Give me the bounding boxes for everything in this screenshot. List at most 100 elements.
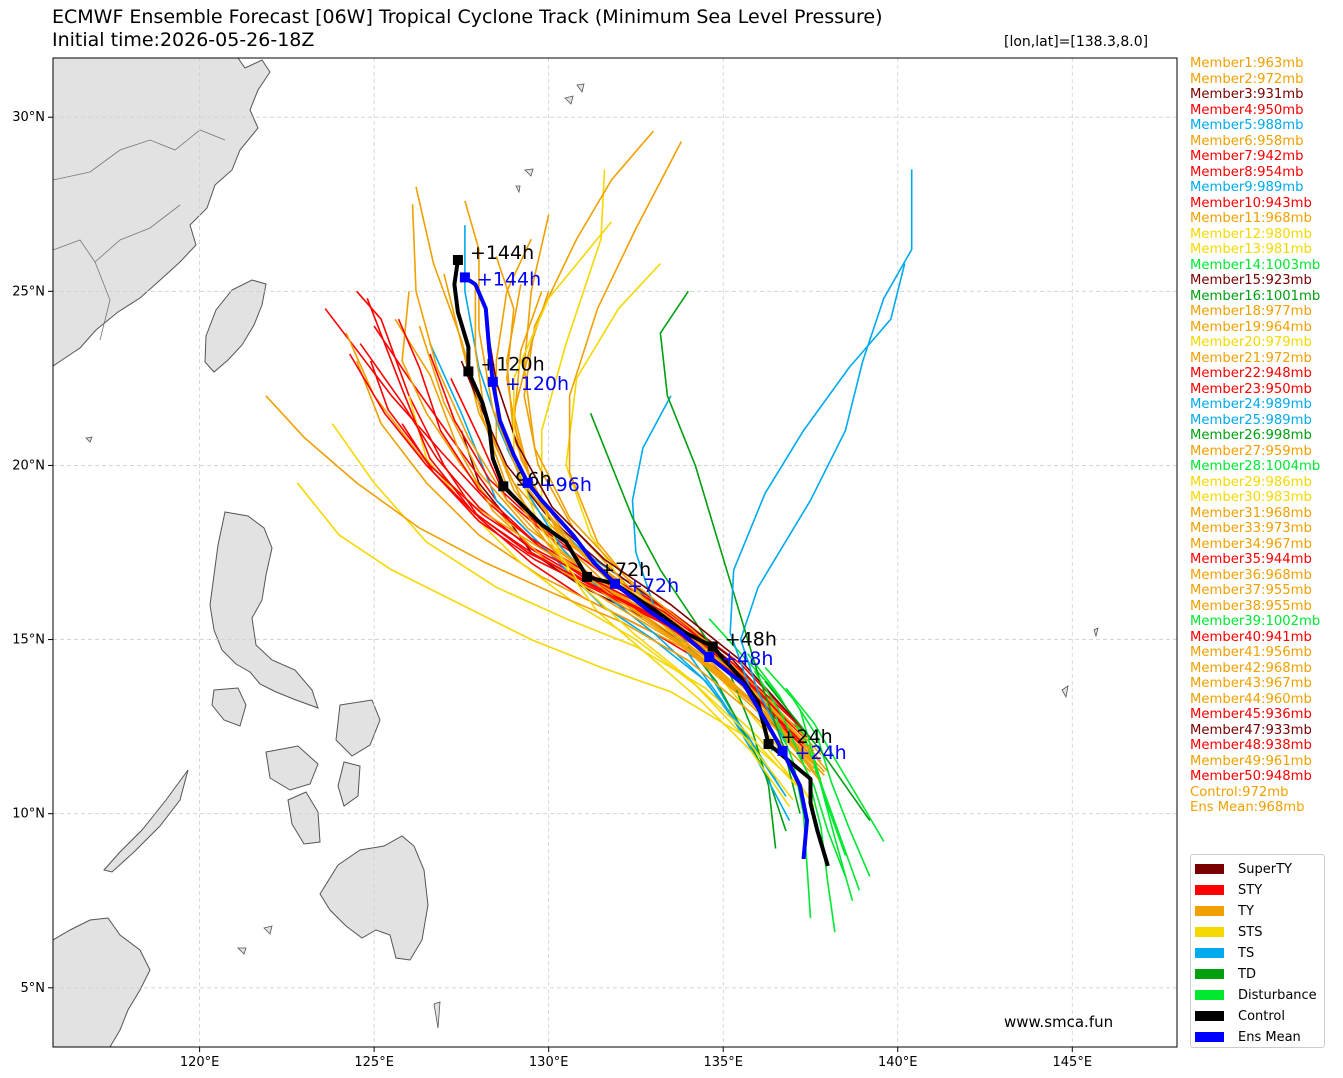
legend-label: Ens Mean	[1238, 1029, 1301, 1045]
title-line-1: ECMWF Ensemble Forecast [06W] Tropical C…	[52, 6, 883, 28]
member-track-line	[485, 319, 808, 735]
legend-label: Control	[1238, 1008, 1285, 1024]
mean-track-marker	[487, 376, 498, 387]
member-pressure-item: Member20:979mb	[1190, 335, 1312, 350]
y-axis-ticks: 5°N 10°N 15°N 20°N 25°N 30°N	[12, 110, 53, 996]
x-tick-label: 125°E	[354, 1055, 394, 1070]
x-tick-label: 135°E	[703, 1055, 743, 1070]
member-pressure-item: Member12:980mb	[1190, 226, 1312, 242]
legend-label: TY	[1238, 903, 1254, 919]
member-pressure-item: Member28:1004mb	[1190, 459, 1321, 474]
samar-leyte-land	[335, 699, 381, 807]
mean-track-time-label: +120h	[505, 373, 569, 395]
member-pressure-item: Member11:968mb	[1190, 211, 1312, 226]
member-track-line	[523, 214, 822, 756]
mindoro-land	[211, 687, 247, 727]
member-track-line	[729, 263, 906, 752]
member-pressure-item: Member43:967mb	[1190, 676, 1312, 691]
legend-swatch	[1195, 948, 1224, 958]
member-pressure-item: Member23:950mb	[1190, 381, 1312, 397]
member-pressure-item: Member29:986mb	[1190, 474, 1312, 490]
small-islands	[85, 83, 1099, 1029]
member-track-line	[708, 618, 854, 901]
mean-track-marker	[610, 578, 620, 589]
member-track-line	[513, 221, 798, 787]
member-track-line	[296, 482, 801, 787]
member-pressure-item: Control:972mb	[1190, 784, 1289, 800]
member-pressure-item: Member37:955mb	[1190, 583, 1312, 598]
member-pressure-item: Member5:988mb	[1190, 118, 1304, 133]
member-pressure-item: Member9:989mb	[1190, 180, 1304, 195]
member-pressure-item: Member42:968mb	[1190, 660, 1312, 676]
member-track-line	[746, 653, 861, 891]
member-track-line	[265, 395, 812, 773]
borneo-land	[53, 917, 151, 1047]
member-track-line	[753, 670, 836, 933]
palawan-land	[103, 769, 189, 873]
control-track-marker	[452, 254, 463, 265]
member-track-line	[659, 290, 801, 814]
control-track-marker	[707, 641, 718, 652]
member-pressure-item: Member25:989mb	[1190, 412, 1312, 428]
mean-track-marker	[777, 745, 788, 756]
control-track-time-label: +24h	[781, 726, 833, 748]
member-track-line	[464, 225, 780, 787]
member-track-line	[764, 666, 871, 877]
member-pressure-item: Member33:973mb	[1190, 521, 1312, 536]
member-pressure-item: Member3:931mb	[1190, 87, 1304, 102]
member-pressure-item: Member41:956mb	[1190, 645, 1312, 660]
legend-label: TS	[1238, 945, 1255, 961]
member-track-line	[411, 204, 815, 762]
x-tick-label: 145°E	[1053, 1055, 1093, 1070]
member-pressure-item: Member4:950mb	[1190, 102, 1304, 118]
y-tick-label: 10°N	[12, 807, 45, 822]
member-pressure-item: Member34:967mb	[1190, 536, 1312, 552]
mean-track-time-label: +144h	[477, 268, 541, 290]
member-pressure-item: Member21:972mb	[1190, 350, 1312, 366]
member-pressure-item: Member24:989mb	[1190, 397, 1312, 412]
member-pressure-item: Member22:948mb	[1190, 366, 1312, 381]
graticule	[53, 58, 1177, 1047]
member-pressure-item: Member16:1001mb	[1190, 288, 1321, 304]
control-track-time-label: +120h	[480, 353, 544, 375]
member-pressure-item: Member6:958mb	[1190, 133, 1304, 149]
member-pressure-list: Member1:963mb Member2:972mb Member3:931mb M…	[1190, 56, 1320, 816]
member-pressure-item: Member27:959mb	[1190, 443, 1312, 459]
control-track-marker	[763, 739, 774, 750]
member-pressure-item: Member48:938mb	[1190, 738, 1312, 753]
mean-track-marker	[704, 651, 715, 662]
member-pressure-item: Member26:998mb	[1190, 428, 1312, 443]
y-tick-label: 15°N	[12, 633, 45, 648]
member-track-line	[764, 680, 871, 822]
legend-item: Control	[1195, 1006, 1285, 1026]
member-pressure-item: Member40:941mb	[1190, 629, 1312, 645]
legend-item: TY	[1195, 901, 1254, 921]
luzon-land	[209, 511, 319, 709]
member-pressure-item: Member8:954mb	[1190, 164, 1304, 180]
category-legend: SuperTY STY TY STS TS TD Disturbance Control Ens…	[1190, 854, 1325, 1048]
legend-swatch	[1195, 906, 1224, 916]
member-pressure-item: Member1:963mb	[1190, 56, 1304, 71]
member-pressure-item: Member50:948mb	[1190, 769, 1312, 784]
chart-title: ECMWF Ensemble Forecast [06W] Tropical C…	[52, 6, 883, 52]
mean-track: +24h +48h +72h +96h +120h +144h	[459, 268, 847, 860]
x-axis-ticks: 120°E 125°E 130°E 135°E 140°E 145°E	[180, 1047, 1092, 1070]
legend-item: SuperTY	[1195, 859, 1292, 879]
member-pressure-item: Ens Mean:968mb	[1190, 800, 1305, 815]
member-tracks	[265, 130, 913, 933]
member-pressure-item: Member7:942mb	[1190, 149, 1304, 164]
legend-label: SuperTY	[1238, 861, 1292, 877]
member-pressure-item: Member38:955mb	[1190, 598, 1312, 614]
y-tick-label: 5°N	[21, 981, 46, 996]
legend-label: TD	[1238, 966, 1256, 982]
member-pressure-item: Member15:923mb	[1190, 273, 1312, 288]
legend-swatch	[1195, 885, 1224, 895]
member-pressure-item: Member31:968mb	[1190, 505, 1312, 521]
mean-track-marker	[522, 477, 533, 488]
control-track-marker	[498, 481, 509, 492]
x-tick-label: 120°E	[180, 1055, 220, 1070]
member-pressure-item: Member13:981mb	[1190, 242, 1312, 257]
legend-item: STY	[1195, 880, 1262, 900]
member-pressure-item: Member35:944mb	[1190, 552, 1312, 567]
